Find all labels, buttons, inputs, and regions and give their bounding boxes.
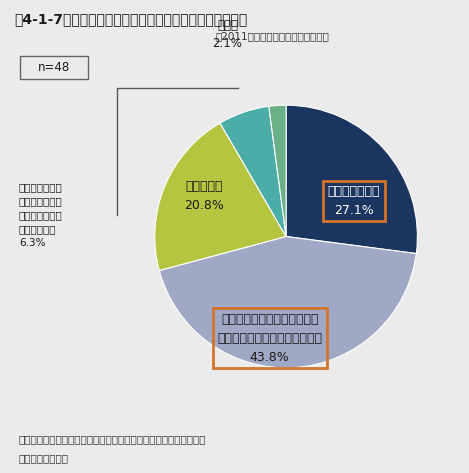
FancyBboxPatch shape (20, 56, 88, 79)
Wedge shape (286, 105, 417, 254)
Text: 現状、評価要素ではないが、
中長期的に評価要素となり得る
43.8%: 現状、評価要素ではないが、 中長期的に評価要素となり得る 43.8% (217, 313, 322, 364)
Text: 環境省作成: 環境省作成 (19, 454, 69, 464)
Wedge shape (159, 236, 416, 368)
Wedge shape (220, 106, 286, 236)
Text: n=48: n=48 (38, 61, 70, 74)
Text: 図4-1-7　投融資先環境・社会的取組が評価要素となるか: 図4-1-7 投融資先環境・社会的取組が評価要素となるか (14, 12, 247, 26)
Wedge shape (155, 123, 286, 271)
Wedge shape (269, 105, 286, 236)
Text: 無回答
2.1%: 無回答 2.1% (212, 18, 242, 50)
Text: （2011年度金融機関向け意識調査）: （2011年度金融機関向け意識調査） (215, 31, 329, 41)
Text: 評価要素である
27.1%: 評価要素である 27.1% (328, 185, 380, 217)
Text: わからない
20.8%: わからない 20.8% (184, 180, 224, 212)
Text: 資料：環境省「環境情報の利用促進に関する検討委員会」資料より: 資料：環境省「環境情報の利用促進に関する検討委員会」資料より (19, 435, 206, 445)
Text: 現状、評価要素
ではなく、中長
期的にも評価要
素とならない
6.3%: 現状、評価要素 ではなく、中長 期的にも評価要 素とならない 6.3% (19, 182, 62, 248)
